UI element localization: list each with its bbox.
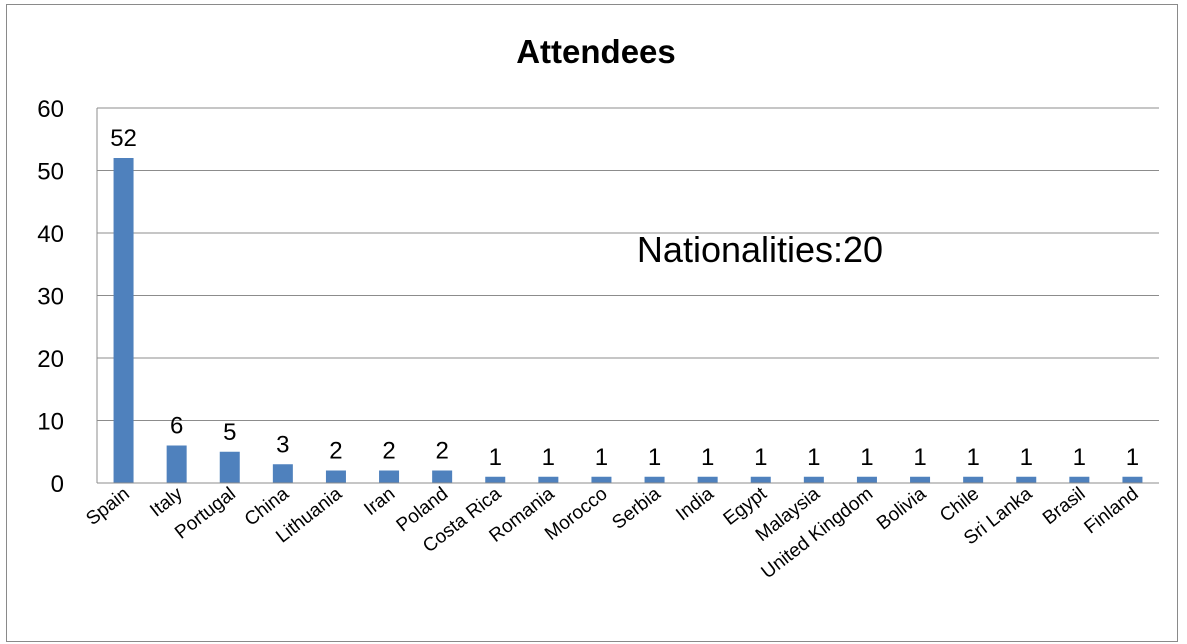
y-axis-ticks: 0 10 20 30 40 50 60 (37, 96, 64, 498)
y-tick-0: 0 (51, 471, 64, 498)
data-label-malaysia: 1 (807, 444, 820, 471)
data-label-romania: 1 (542, 444, 555, 471)
data-label-spain: 52 (110, 125, 137, 152)
bar-united-kingdom (856, 476, 877, 483)
bar-bolivia (910, 476, 931, 483)
bar-finland (1122, 476, 1143, 483)
x-tick-bolivia: Bolivia (873, 483, 930, 534)
bar-egypt (750, 476, 771, 483)
chart-frame (6, 4, 1178, 642)
data-label-lithuania: 2 (329, 438, 342, 465)
bar-spain (113, 158, 134, 483)
x-tick-italy: Italy (146, 483, 187, 521)
x-tick-spain: Spain (82, 483, 133, 529)
bar-romania (538, 476, 559, 483)
data-label-portugal: 5 (223, 419, 236, 446)
bar-malaysia (803, 476, 824, 483)
y-tick-50: 50 (37, 159, 64, 186)
bar-portugal (219, 451, 240, 483)
bar-costa-rica (485, 476, 506, 483)
data-label-italy: 6 (170, 413, 183, 440)
y-tick-20: 20 (37, 346, 64, 373)
bars (113, 158, 1143, 483)
data-label-sri-lanka: 1 (1020, 444, 1033, 471)
bar-brasil (1069, 476, 1090, 483)
y-tick-10: 10 (37, 409, 64, 436)
bar-italy (166, 445, 187, 483)
data-label-bolivia: 1 (913, 444, 926, 471)
data-label-united-kingdom: 1 (860, 444, 873, 471)
data-label-india: 1 (701, 444, 714, 471)
data-label-chile: 1 (966, 444, 979, 471)
data-label-egypt: 1 (754, 444, 767, 471)
x-tick-finland: Finland (1080, 483, 1142, 538)
data-label-serbia: 1 (648, 444, 661, 471)
bar-india (697, 476, 718, 483)
data-labels: 52 6 5 3 2 2 2 1 1 1 1 1 1 1 1 1 1 1 1 1 (110, 125, 1139, 471)
y-tick-30: 30 (37, 284, 64, 311)
chart-title: Attendees (516, 33, 676, 70)
bar-china (272, 464, 293, 483)
bar-lithuania (325, 470, 346, 483)
x-tick-serbia: Serbia (608, 483, 665, 534)
bar-sri-lanka (1016, 476, 1037, 483)
x-tick-iran: Iran (360, 483, 399, 520)
x-tick-india: India (672, 483, 718, 525)
bar-iran (379, 470, 400, 483)
data-label-china: 3 (276, 431, 289, 458)
bar-poland (432, 470, 453, 483)
data-label-brasil: 1 (1073, 444, 1086, 471)
y-tick-40: 40 (37, 221, 64, 248)
data-label-costa-rica: 1 (489, 444, 502, 471)
data-label-iran: 2 (382, 438, 395, 465)
gridlines (97, 107, 1159, 421)
x-tick-portugal: Portugal (171, 483, 240, 543)
bar-chile (963, 476, 984, 483)
y-tick-60: 60 (37, 96, 64, 123)
nationalities-annotation: Nationalities:20 (637, 229, 883, 270)
bar-morocco (591, 476, 612, 483)
data-label-morocco: 1 (595, 444, 608, 471)
data-label-finland: 1 (1126, 444, 1139, 471)
bar-serbia (644, 476, 665, 483)
data-label-poland: 2 (435, 438, 448, 465)
